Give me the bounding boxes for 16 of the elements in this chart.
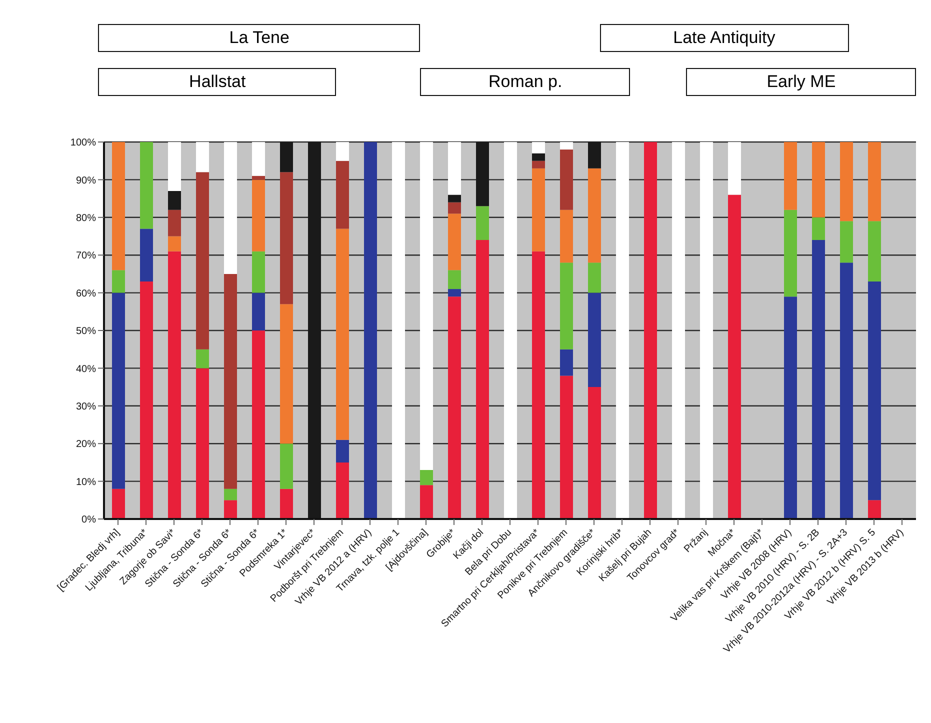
text: Hallstat xyxy=(98,68,336,96)
y-tick-label: 50% xyxy=(76,326,96,338)
y-tick-label: 0% xyxy=(82,514,96,526)
y-tick-label: 20% xyxy=(76,439,96,450)
y-tick-label: 80% xyxy=(76,212,96,224)
text: Early ME xyxy=(686,68,916,96)
y-tick-label: 90% xyxy=(76,175,96,186)
text: La Tene xyxy=(98,24,420,52)
text: Late Antiquity xyxy=(600,24,849,52)
text: Roman p. xyxy=(420,68,630,96)
y-tick-label: 100% xyxy=(70,138,96,149)
y-tick-label: 10% xyxy=(76,476,96,488)
y-tick-label: 60% xyxy=(76,288,96,300)
y-tick-label: 70% xyxy=(76,250,96,262)
y-tick-label: 40% xyxy=(76,364,96,375)
y-tick-label: 30% xyxy=(76,401,96,412)
